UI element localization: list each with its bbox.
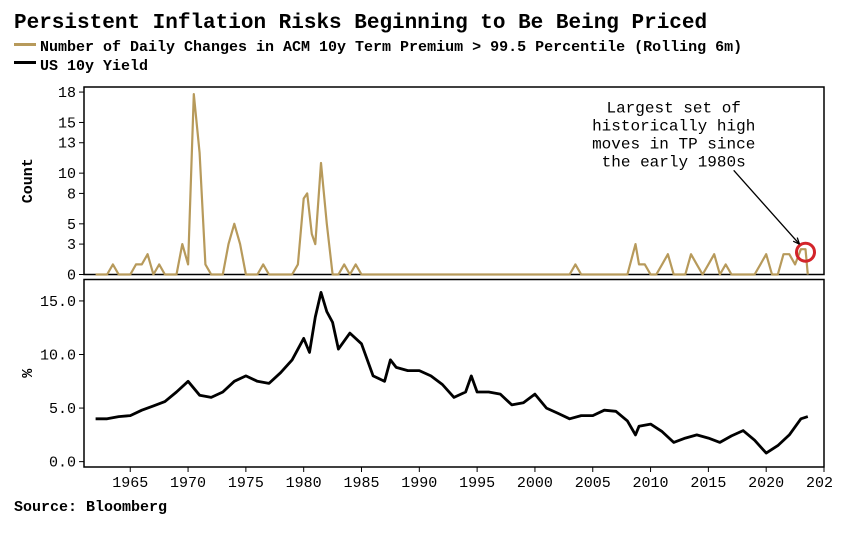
- svg-text:15: 15: [58, 115, 76, 132]
- svg-text:10.0: 10.0: [40, 347, 76, 364]
- legend-label-2: US 10y Yield: [40, 58, 148, 75]
- svg-text:0.0: 0.0: [49, 454, 76, 471]
- legend-label-1: Number of Daily Changes in ACM 10y Term …: [40, 39, 742, 56]
- legend: Number of Daily Changes in ACM 10y Term …: [14, 39, 834, 77]
- svg-text:2010: 2010: [633, 475, 669, 492]
- svg-text:historically high: historically high: [592, 117, 755, 135]
- svg-text:2020: 2020: [748, 475, 784, 492]
- chart-title: Persistent Inflation Risks Beginning to …: [14, 12, 834, 35]
- svg-text:3: 3: [67, 237, 76, 254]
- svg-text:2000: 2000: [517, 475, 553, 492]
- svg-text:5: 5: [67, 216, 76, 233]
- svg-text:Count: Count: [20, 158, 37, 203]
- svg-text:1990: 1990: [401, 475, 437, 492]
- svg-text:8: 8: [67, 186, 76, 203]
- svg-text:the early 1980s: the early 1980s: [602, 153, 746, 171]
- svg-text:1985: 1985: [343, 475, 379, 492]
- svg-text:moves in TP since: moves in TP since: [592, 135, 755, 153]
- svg-text:13: 13: [58, 135, 76, 152]
- svg-text:18: 18: [58, 85, 76, 102]
- svg-text:1965: 1965: [112, 475, 148, 492]
- svg-text:1980: 1980: [286, 475, 322, 492]
- svg-text:%: %: [20, 367, 37, 377]
- svg-text:2015: 2015: [690, 475, 726, 492]
- svg-text:1995: 1995: [459, 475, 495, 492]
- svg-text:10: 10: [58, 166, 76, 183]
- chart-container: Persistent Inflation Risks Beginning to …: [0, 0, 848, 547]
- svg-text:2025: 2025: [806, 475, 834, 492]
- svg-text:5.0: 5.0: [49, 401, 76, 418]
- legend-swatch-2: [14, 61, 36, 64]
- source-label: Source: Bloomberg: [14, 499, 834, 516]
- plot-area: 0 3 5 8 10 13 15 18 Count 0.0 5.0 10.0 15.0% 1965 1970…: [14, 77, 834, 497]
- svg-text:1975: 1975: [228, 475, 264, 492]
- legend-swatch-1: [14, 43, 36, 46]
- svg-text:15.0: 15.0: [40, 293, 76, 310]
- legend-item-1: Number of Daily Changes in ACM 10y Term …: [14, 39, 834, 58]
- svg-text:2005: 2005: [575, 475, 611, 492]
- svg-text:0: 0: [67, 267, 76, 284]
- svg-text:Largest set of: Largest set of: [606, 99, 740, 117]
- svg-text:1970: 1970: [170, 475, 206, 492]
- legend-item-2: US 10y Yield: [14, 58, 834, 77]
